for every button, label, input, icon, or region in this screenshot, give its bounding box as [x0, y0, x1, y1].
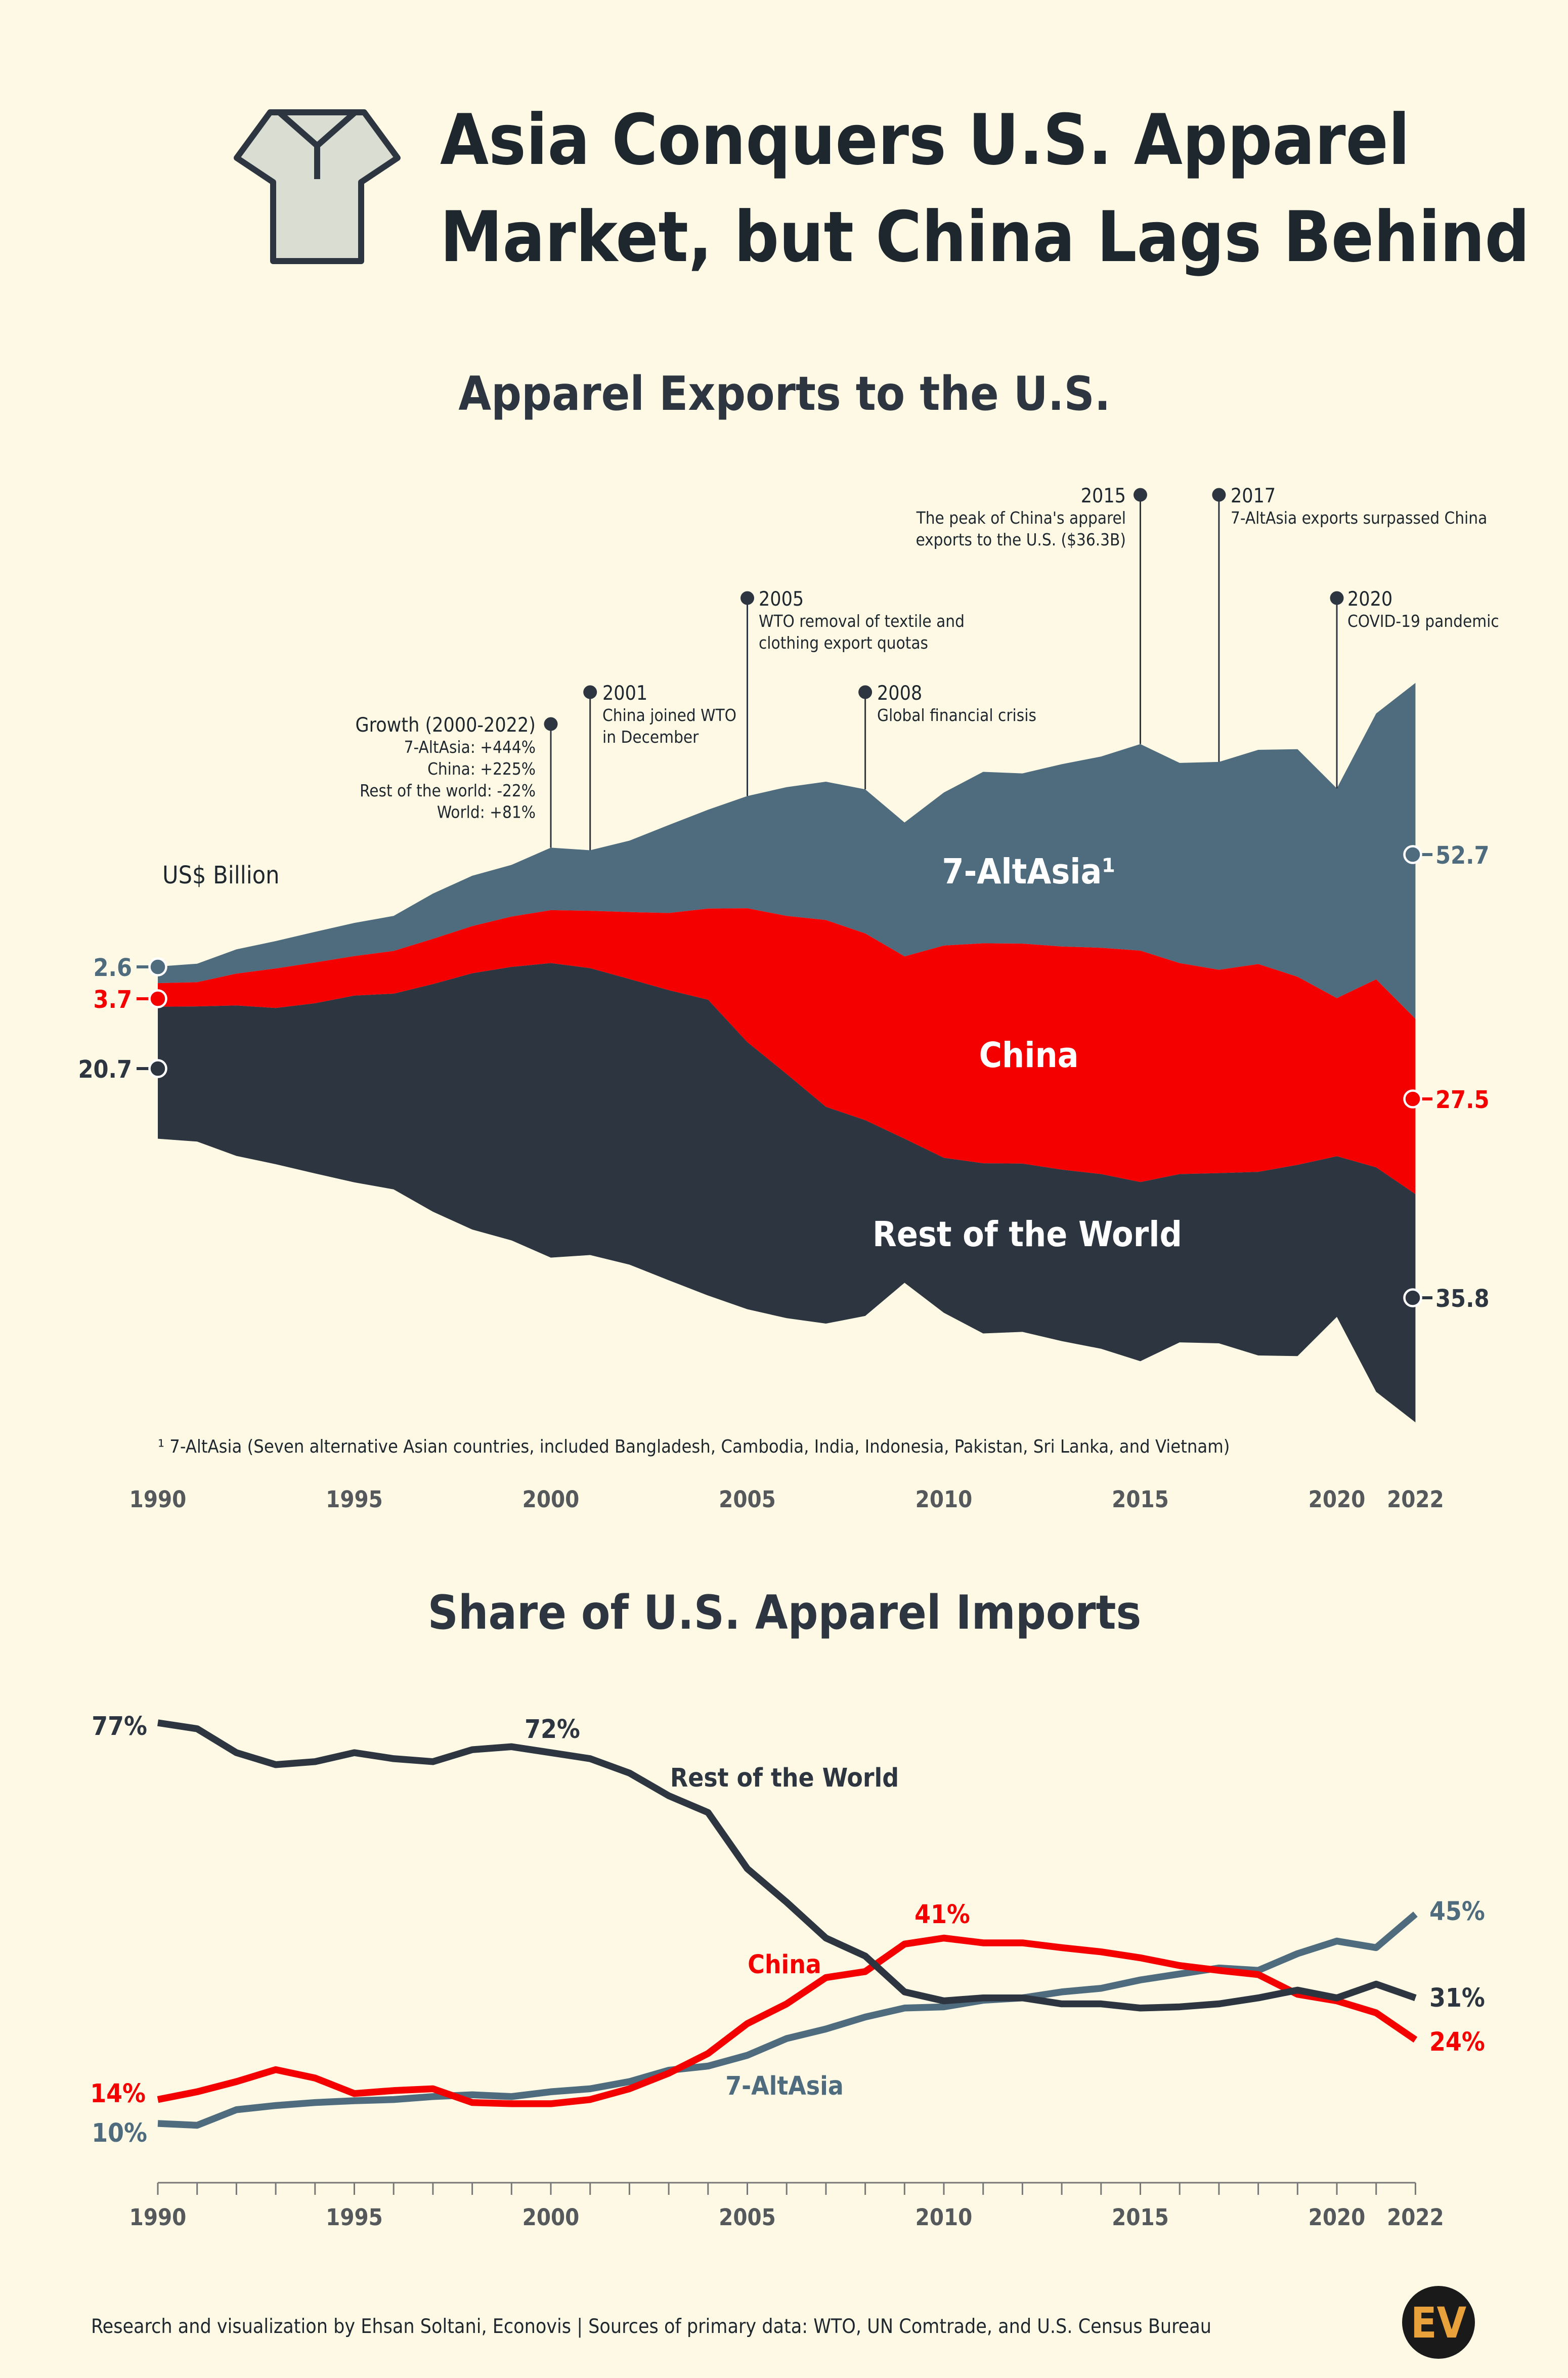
annotation-text: in December	[602, 727, 699, 747]
annotations: Growth (2000-2022)7-AltAsia: +444%China:…	[356, 485, 1499, 851]
x-tick-label: 2015	[1112, 1486, 1169, 1513]
area-china	[158, 908, 1416, 1195]
annotation-year: 2020	[1347, 588, 1392, 611]
svg-text:EV: EV	[1411, 2298, 1467, 2348]
start-value-label: 20.7	[78, 1055, 132, 1084]
x-tick-label: 2022	[1387, 2204, 1444, 2231]
area-rest-of-world	[158, 963, 1416, 1423]
annotation-year: 2008	[877, 682, 922, 705]
annotation-text: WTO removal of textile and	[759, 611, 965, 631]
x-tick-label: 2020	[1309, 1486, 1366, 1513]
start-marker	[148, 1059, 167, 1078]
label-china-start: 14%	[90, 2079, 146, 2109]
annotation-text: China joined WTO	[602, 705, 736, 725]
annotation-year: Growth (2000-2022)	[356, 714, 536, 737]
annotation-pin	[1212, 488, 1226, 502]
x-tick-label: 2000	[522, 2204, 580, 2231]
annotation-text: China: +225%	[427, 759, 536, 779]
layer-label-china: China	[979, 1035, 1078, 1076]
econovis-logo: EV	[1402, 2285, 1475, 2359]
annotation-growth: Growth (2000-2022)7-AltAsia: +444%China:…	[356, 714, 558, 848]
x-tick-label: 2010	[916, 1486, 973, 1513]
footer-credit: Research and visualization by Ehsan Solt…	[91, 2315, 1211, 2338]
label-alt-name: 7-AltAsia	[725, 2071, 844, 2101]
annotation-year: 2005	[759, 588, 804, 611]
title-line-2: Market, but China Lags Behind	[440, 196, 1530, 278]
end-value-label: 52.7	[1435, 841, 1490, 870]
start-value-label: 3.7	[94, 986, 132, 1014]
annotation-pin	[1330, 591, 1344, 605]
x-tick-label: 1995	[326, 1486, 383, 1513]
layer-label-altasia: 7-AltAsia¹	[942, 852, 1115, 892]
label-china-name: China	[748, 1950, 821, 1980]
line-labels: 77% 72% Rest of the World China 41% 7-Al…	[90, 1712, 1485, 2148]
x-tick-label: 2015	[1112, 2204, 1169, 2231]
annotation-text: COVID-19 pandemic	[1347, 611, 1499, 631]
label-row-name: Rest of the World	[670, 1763, 899, 1793]
label-china-peak: 41%	[914, 1900, 970, 1930]
end-marker	[1403, 845, 1422, 864]
label-row-peak: 72%	[525, 1715, 580, 1745]
annotation-year: 2017	[1231, 485, 1276, 507]
end-value-label: 27.5	[1435, 1086, 1490, 1114]
start-marker	[148, 957, 167, 976]
start-value-label: 2.6	[94, 954, 132, 982]
area-altasia	[158, 683, 1416, 1019]
chart2-x-axis: 1990 1995 2000 2005 2010 2015 2020 2022	[129, 2182, 1444, 2231]
label-alt-start: 10%	[92, 2118, 147, 2148]
footnote: ¹ 7-AltAsia (Seven alternative Asian cou…	[158, 1436, 1230, 1457]
chart1-title: Apparel Exports to the U.S.	[458, 366, 1110, 421]
annotation-text: exports to the U.S. ($36.3B)	[916, 530, 1126, 549]
annotation-text: World: +81%	[437, 802, 536, 822]
annotation-pin	[858, 685, 873, 699]
chart1-x-axis: 1990 1995 2000 2005 2010 2015 2020 2022	[129, 1486, 1444, 1513]
annotation-text: 7-AltAsia: +444%	[404, 737, 536, 757]
layer-label-row: Rest of the World	[873, 1214, 1182, 1255]
x-tick-label: 2005	[719, 2204, 776, 2231]
end-value-label: 35.8	[1435, 1285, 1490, 1313]
end-marker	[1403, 1089, 1422, 1109]
line-rest-of-world	[157, 1719, 1417, 2012]
x-tick-label: 2010	[916, 2204, 973, 2231]
x-tick-label: 2020	[1309, 2204, 1366, 2231]
annotation-text: Global financial crisis	[877, 705, 1036, 725]
annotation-pin	[583, 685, 597, 699]
x-tick-label: 2000	[522, 1486, 580, 1513]
annotation-text: 7-AltAsia exports surpassed China	[1231, 508, 1487, 528]
line-china	[157, 1934, 1418, 2107]
annotation-text: Rest of the world: -22%	[360, 781, 536, 800]
label-row-start: 77%	[92, 1712, 147, 1742]
annotation-pin	[544, 717, 558, 731]
polo-shirt-icon	[234, 109, 401, 264]
label-row-end: 31%	[1429, 1983, 1485, 2013]
stream-chart: 2.6 52.7 3.7 27.5 20.7 35.8	[78, 683, 1490, 1423]
annotation-text: clothing export quotas	[759, 633, 928, 653]
end-marker	[1403, 1288, 1422, 1307]
annotation-pin	[1134, 488, 1148, 502]
annotation-year: 2001	[602, 682, 647, 705]
start-marker	[148, 989, 167, 1008]
annotation-text: The peak of China's apparel	[916, 508, 1126, 528]
title-line-1: Asia Conquers U.S. Apparel	[440, 99, 1410, 181]
x-tick-label: 2005	[719, 1486, 776, 1513]
line-chart	[157, 1719, 1418, 2129]
x-tick-label: 1990	[129, 2204, 187, 2231]
x-tick-label: 1995	[326, 2204, 383, 2231]
x-tick-label: 2022	[1387, 1486, 1444, 1513]
chart2-title: Share of U.S. Apparel Imports	[428, 1585, 1142, 1640]
chart1-ylabel: US$ Billion	[162, 861, 280, 889]
x-tick-label: 1990	[129, 1486, 187, 1513]
label-alt-end: 45%	[1429, 1897, 1485, 1927]
annotation-year: 2015	[1081, 485, 1126, 507]
label-china-end: 24%	[1429, 2027, 1485, 2057]
annotation-pin	[741, 591, 755, 605]
